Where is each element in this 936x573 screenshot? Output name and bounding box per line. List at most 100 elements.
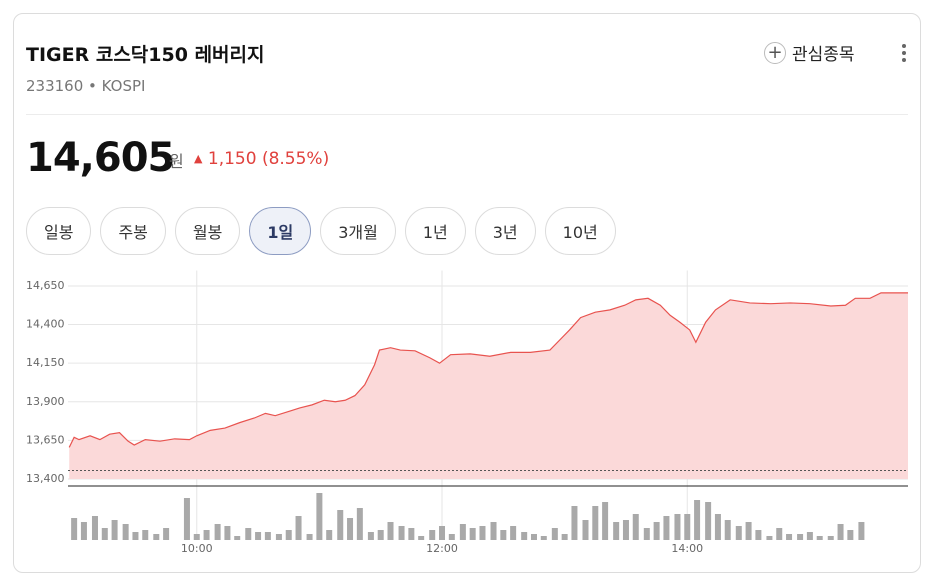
volume-bar (398, 526, 405, 540)
volume-bar (153, 534, 160, 540)
volume-bar (827, 536, 834, 540)
volume-bar (306, 534, 313, 540)
x-tick-label: 10:00 (181, 542, 213, 555)
volume-bar (479, 526, 486, 540)
y-tick-label: 13,900 (26, 395, 65, 408)
volume-bar (653, 522, 660, 540)
volume-bar (387, 522, 394, 540)
x-tick-label: 14:00 (671, 542, 703, 555)
volume-bar (847, 530, 854, 540)
y-tick-label: 13,650 (26, 433, 65, 446)
volume-bar (602, 502, 609, 540)
volume-bar (163, 528, 170, 540)
volume-bar (183, 498, 190, 540)
change-pct: (8.55%) (261, 149, 330, 169)
volume-bar (275, 534, 282, 540)
volume-bar (490, 522, 497, 540)
chart: 13,400 13,650 13,900 14,150 14,400 14,650 10:0… (26, 270, 909, 555)
code: 233160 (26, 77, 84, 95)
period-tab[interactable]: 3개월 (320, 207, 396, 255)
period-tab[interactable]: 일봉 (26, 207, 92, 255)
volume-bar (316, 493, 323, 540)
volume-bar (766, 536, 773, 540)
volume-bar (91, 516, 98, 540)
x-tick-label: 12:00 (426, 542, 458, 555)
period-tab[interactable]: 3년 (474, 207, 536, 255)
volume-bar (632, 514, 639, 540)
volume-bar (224, 526, 231, 540)
volume-bar (816, 536, 823, 540)
volume-bar (582, 520, 589, 540)
volume-bar (337, 510, 344, 540)
separator (26, 114, 908, 115)
period-tab[interactable]: 1일 (249, 207, 312, 255)
volume-bar (613, 522, 620, 540)
y-tick-label: 14,150 (26, 356, 65, 369)
plus-icon: + (764, 41, 786, 64)
volume-bar (530, 534, 537, 540)
volume-bar (500, 530, 507, 540)
volume-bar (418, 536, 425, 540)
volume-bar (101, 528, 108, 540)
volume-bar (326, 530, 333, 540)
volume-bar (347, 518, 354, 540)
volume-bar (643, 528, 650, 540)
volume-bar (786, 534, 793, 540)
volume-bar (694, 500, 701, 540)
volume-bar (571, 506, 578, 540)
volume-bar (674, 514, 681, 540)
volume-bar (356, 508, 363, 540)
volume-bar (724, 520, 731, 540)
volume-bar (776, 528, 783, 540)
volume-bar (510, 526, 517, 540)
change-value: 1,150 (207, 149, 257, 169)
volume-bar (71, 518, 78, 540)
volume-bar (540, 536, 547, 540)
volume-bar (234, 536, 241, 540)
y-tick-label: 14,650 (26, 279, 65, 292)
price: 14,605 (26, 135, 175, 181)
volume-bar (705, 502, 712, 540)
volume-bar (122, 524, 129, 540)
volume-bar (132, 532, 139, 540)
watchlist-label: 관심종목 (792, 45, 855, 65)
volume-bar (295, 516, 302, 540)
period-tab[interactable]: 월봉 (174, 207, 241, 255)
y-tick-label: 13,400 (26, 472, 65, 485)
volume-bar (255, 532, 262, 540)
title: TIGER 코스닥150 레버리지 (26, 44, 265, 66)
period-tab[interactable]: 주봉 (100, 207, 166, 255)
volume-bar (735, 526, 742, 540)
volume-bar (684, 514, 691, 540)
volume-bar (408, 528, 415, 540)
volume-bar (521, 532, 528, 540)
area-fill (69, 292, 909, 479)
volume-bar (377, 530, 384, 540)
volume-bar (264, 532, 271, 540)
volume-bar (111, 520, 118, 540)
volume-bar (214, 524, 221, 540)
period-tabs: 일봉 주봉 월봉 1일 3개월 1년 3년 10년 (26, 207, 616, 255)
volume-bar (755, 530, 762, 540)
volume-bar (745, 522, 752, 540)
y-tick-label: 14,400 (26, 318, 65, 331)
market: KOSPI (101, 77, 146, 95)
more-menu[interactable] (902, 44, 906, 65)
page: TIGER 코스닥150 레버리지 233160 • KOSPI + 관심종목 1… (13, 13, 921, 573)
volume-bar (285, 530, 292, 540)
period-tab[interactable]: 10년 (544, 207, 616, 255)
volume-bar (469, 528, 476, 540)
volume-bar (448, 534, 455, 540)
volume-bar (797, 534, 804, 540)
volume-bar (622, 520, 629, 540)
volume-bar (551, 528, 558, 540)
volume-bar (245, 528, 252, 540)
volume-bar (714, 514, 721, 540)
watchlist-button[interactable]: + 관심종목 (764, 40, 855, 65)
period-tab[interactable]: 1년 (404, 207, 466, 255)
volume-bar (439, 526, 446, 540)
volume-bar (663, 516, 670, 540)
change: ▲ 1,150 (8.55%) (194, 149, 330, 169)
volume-bar (806, 532, 813, 540)
price-unit: 원 (169, 152, 184, 171)
